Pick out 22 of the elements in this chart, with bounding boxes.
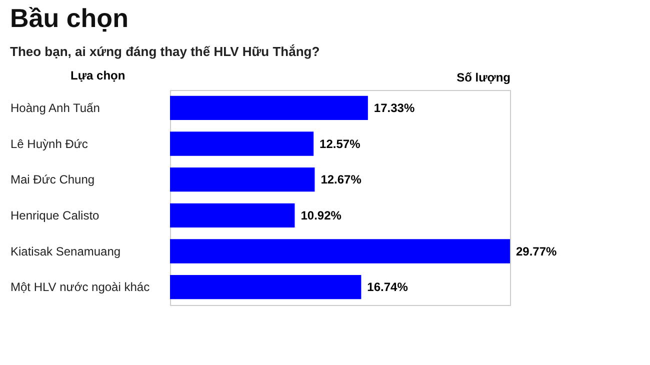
chart-subtitle: Theo bạn, ai xứng đáng thay thế HLV Hữu Thắng?: [10, 44, 320, 59]
y-tick-label: Kiatisak Senamuang: [10, 244, 121, 258]
y-tick-label: Lê Huỳnh Đức: [10, 136, 88, 151]
y-tick-label: Hoàng Anh Tuấn: [10, 100, 100, 115]
data-label: 10.92%: [300, 208, 342, 222]
data-label: 12.57%: [320, 136, 361, 151]
x-axis-title: Số lượng: [456, 70, 510, 84]
data-label: 16.74%: [367, 280, 408, 294]
chart-title: Bầu chọn: [10, 3, 128, 33]
bar: [170, 274, 362, 300]
y-axis-title: Lựa chọn: [70, 68, 126, 82]
bar: [170, 239, 510, 264]
data-label: 29.77%: [516, 244, 558, 258]
y-tick-label: Một HLV nước ngoài khác: [10, 280, 150, 294]
data-label: 12.67%: [320, 172, 362, 187]
y-tick-label: Mai Đức Chung: [10, 172, 95, 187]
bar: [170, 96, 368, 120]
bar: [170, 167, 315, 192]
bar: [170, 203, 295, 228]
y-tick-label: Henrique Calisto: [10, 208, 100, 222]
data-label: 17.33%: [374, 100, 415, 115]
bar: [170, 132, 314, 156]
